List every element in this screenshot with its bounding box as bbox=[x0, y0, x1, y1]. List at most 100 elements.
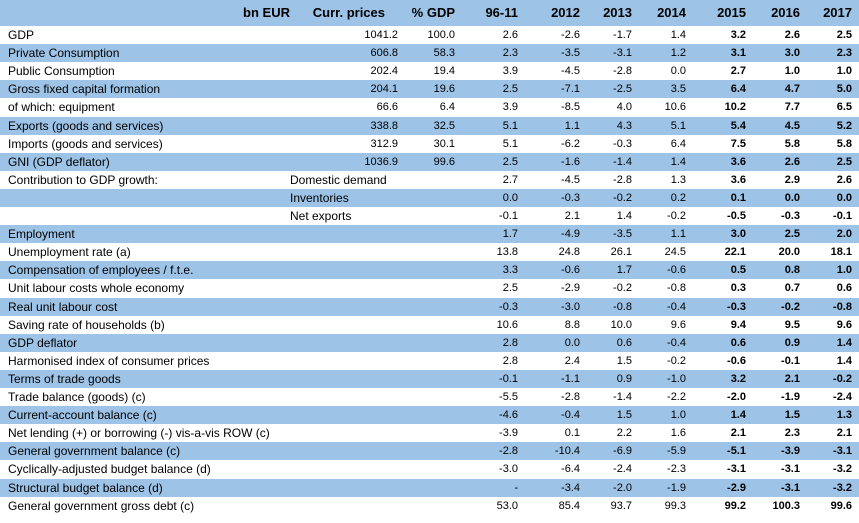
row-label: General government balance (c) bbox=[8, 444, 181, 459]
value-cell: -1.9 bbox=[781, 391, 800, 403]
value-cell: -0.6 bbox=[727, 354, 746, 367]
header-cell: 2012 bbox=[551, 5, 580, 20]
value-cell: 2.3 bbox=[836, 47, 852, 60]
header-cell: 2013 bbox=[603, 5, 632, 20]
value-cell: 2.3 bbox=[784, 427, 800, 440]
value-cell: 0.7 bbox=[784, 282, 800, 295]
value-cell: -1.9 bbox=[667, 481, 686, 494]
value-cell: -1.0 bbox=[667, 372, 686, 385]
value-cell: 93.7 bbox=[610, 499, 632, 512]
value-cell: -0.3 bbox=[561, 191, 580, 204]
value-cell: 1.0 bbox=[670, 409, 686, 422]
table-row: General government balance (c) -2.8 -10.4 -… bbox=[0, 442, 859, 461]
curr-price: 312.9 bbox=[370, 137, 398, 150]
value-cell: 3.2 bbox=[730, 29, 746, 41]
header-cell: 2016 bbox=[771, 5, 800, 20]
value-cell: -2.8 bbox=[561, 391, 580, 403]
value-cell: -8.5 bbox=[561, 101, 580, 114]
value-cell: -6.9 bbox=[613, 445, 632, 458]
row-label: Cyclically-adjusted budget balance (d) bbox=[8, 462, 211, 477]
row-label: Net lending (+) or borrowing (-) vis-a-v… bbox=[8, 426, 270, 441]
table-row: Inventories 0.0 -0.3 -0.2 0.2 0.1 0.0 0.0 bbox=[0, 188, 859, 207]
value-cell: 6.5 bbox=[836, 101, 852, 114]
value-cell: 20.0 bbox=[778, 246, 800, 259]
value-cell: 2.1 bbox=[836, 427, 852, 440]
value-cell: -4.5 bbox=[561, 65, 580, 78]
value-cell: -2.5 bbox=[613, 83, 632, 96]
value-cell: -1.6 bbox=[561, 155, 580, 168]
pct-gdp: 19.6 bbox=[433, 83, 455, 96]
row-label: Public Consumption bbox=[8, 64, 115, 79]
table-row: General government gross debt (c) 53.0 85.… bbox=[0, 497, 859, 515]
value-cell: -2.8 bbox=[613, 173, 632, 186]
value-cell: -0.4 bbox=[667, 336, 686, 349]
row-label: Imports (goods and services) bbox=[8, 136, 163, 151]
value-cell: -6.2 bbox=[561, 137, 580, 150]
value-cell: 0.6 bbox=[730, 336, 746, 349]
value-cell: 2.3 bbox=[502, 47, 518, 60]
table-row: Current-account balance (c) -4.6 -0.4 1.5 1.… bbox=[0, 406, 859, 425]
value-cell: 6.4 bbox=[730, 83, 746, 96]
value-cell: 3.3 bbox=[502, 264, 518, 277]
value-cell: 7.5 bbox=[730, 137, 746, 150]
table-row: Contribution to GDP growth: Domestic dema… bbox=[0, 171, 859, 189]
value-cell: -2.4 bbox=[833, 391, 852, 403]
value-cell: -3.0 bbox=[561, 300, 580, 313]
value-cell: -3.2 bbox=[833, 463, 852, 476]
value-cell: 1.3 bbox=[670, 173, 686, 186]
value-cell: -3.1 bbox=[727, 463, 746, 476]
value-cell: 1.4 bbox=[670, 155, 686, 168]
curr-price: 606.8 bbox=[370, 47, 398, 60]
value-cell: -0.8 bbox=[613, 300, 632, 313]
value-cell: -0.2 bbox=[781, 300, 800, 313]
value-cell: -3.1 bbox=[781, 463, 800, 476]
value-cell: 3.1 bbox=[730, 47, 746, 60]
table-row: Gross fixed capital formation 204.1 19.6 2.… bbox=[0, 80, 859, 99]
value-cell: 0.9 bbox=[784, 336, 800, 349]
value-cell: -1.4 bbox=[613, 391, 632, 403]
value-cell: -0.1 bbox=[781, 354, 800, 367]
value-cell: -0.3 bbox=[781, 210, 800, 222]
value-cell: -3.9 bbox=[499, 427, 518, 440]
value-cell: -2.9 bbox=[561, 282, 580, 295]
value-cell: 1.1 bbox=[670, 228, 686, 241]
value-cell: 2.0 bbox=[836, 228, 852, 241]
curr-price: 66.6 bbox=[376, 101, 398, 114]
value-cell: -4.6 bbox=[499, 409, 518, 422]
value-cell: 4.5 bbox=[784, 119, 800, 132]
row-label: Unemployment rate (a) bbox=[8, 245, 131, 260]
value-cell: 1.0 bbox=[836, 65, 852, 78]
value-cell: 0.6 bbox=[616, 336, 632, 349]
table-row: Employment 1.7 -4.9 -3.5 1.1 3.0 2.5 2.0 bbox=[0, 225, 859, 244]
table-row: GDP deflator 2.8 0.0 0.6 -0.4 0.6 0.9 1.4 bbox=[0, 333, 859, 352]
value-cell: -7.1 bbox=[561, 83, 580, 96]
table-row: Exports (goods and services) 338.8 32.5 5.1… bbox=[0, 116, 859, 135]
value-cell: 2.5 bbox=[502, 155, 518, 168]
value-cell: -2.2 bbox=[667, 391, 686, 403]
value-cell: 1.4 bbox=[836, 354, 852, 367]
row-label: Exports (goods and services) bbox=[8, 118, 164, 133]
value-cell: 3.5 bbox=[670, 83, 686, 96]
value-cell: - bbox=[514, 481, 518, 494]
value-cell: 2.5 bbox=[502, 282, 518, 295]
row-label: Private Consumption bbox=[8, 46, 120, 61]
value-cell: 85.4 bbox=[558, 499, 580, 512]
value-cell: 7.7 bbox=[784, 101, 800, 114]
value-cell: -3.0 bbox=[499, 463, 518, 476]
value-cell: 13.8 bbox=[496, 246, 518, 259]
value-cell: 2.1 bbox=[784, 372, 800, 385]
value-cell: 1.4 bbox=[836, 336, 852, 349]
value-cell: 1.7 bbox=[616, 264, 632, 277]
value-cell: 1.1 bbox=[564, 119, 580, 132]
table-row: Public Consumption 202.4 19.4 3.9 -4.5 -2.8 0.… bbox=[0, 62, 859, 80]
value-cell: 26.1 bbox=[610, 246, 632, 259]
value-cell: -0.2 bbox=[613, 282, 632, 295]
value-cell: -3.1 bbox=[833, 445, 852, 458]
value-cell: -4.9 bbox=[561, 228, 580, 241]
row-label: Contribution to GDP growth: bbox=[8, 172, 158, 187]
value-cell: -0.2 bbox=[613, 191, 632, 204]
value-cell: 3.6 bbox=[730, 155, 746, 168]
value-cell: 1.5 bbox=[616, 409, 632, 422]
table-row: Saving rate of households (b) 10.6 8.8 10.0… bbox=[0, 316, 859, 334]
